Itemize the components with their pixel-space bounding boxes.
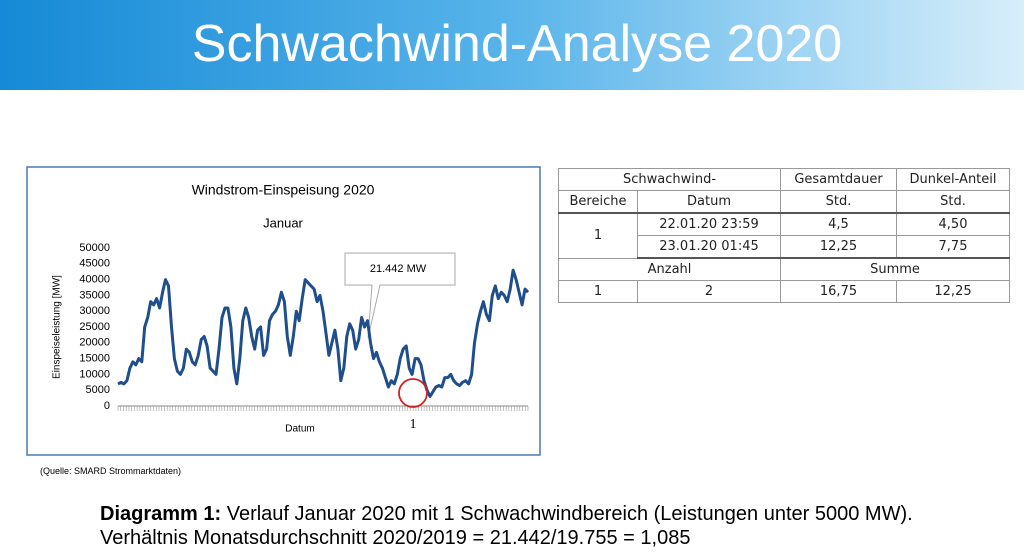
line-series [117, 268, 530, 398]
cell: 1 [558, 212, 638, 259]
cell: Schwachwind- [558, 168, 781, 191]
y-tick-label: 40000 [79, 274, 110, 286]
y-tick-label: 0 [104, 400, 110, 412]
y-tick-label: 5000 [86, 384, 110, 396]
cell: Anzahl [558, 257, 781, 281]
cell: 7,75 [896, 235, 1010, 259]
callout-text: 21.442 MW [370, 263, 427, 275]
cell: 12,25 [896, 280, 1010, 303]
cell: Gesamtdauer [780, 168, 897, 191]
cell: Std. [896, 190, 1010, 214]
cell: 23.01.20 01:45 [637, 235, 781, 259]
slide-title: Schwachwind-Analyse 2020 [191, 15, 843, 73]
callout [344, 252, 456, 339]
cell: 12,25 [780, 235, 897, 259]
y-tick-label: 10000 [79, 368, 110, 380]
cell: 16,75 [780, 280, 897, 303]
x-axis-label: Datum [285, 424, 314, 435]
cell: 22.01.20 23:59 [637, 212, 781, 236]
source: (Quelle: SMARD Strommarktdaten) [40, 466, 182, 476]
y-tick-label: 25000 [79, 321, 110, 333]
y-tick-label: 15000 [79, 353, 110, 365]
chart-subtitle: Januar [263, 215, 303, 230]
y-tick-label: 20000 [79, 337, 110, 349]
cell: 4,5 [780, 212, 897, 236]
cell: Datum [637, 190, 781, 214]
y-axis-label: Einspeiseleistung [MW] [52, 275, 63, 379]
cell: 2 [637, 280, 781, 303]
cell: Summe [780, 257, 1010, 281]
highlight-circle [398, 378, 428, 408]
chart-title: Windstrom-Einspeisung 2020 [192, 182, 375, 198]
y-tick-label: 50000 [79, 242, 110, 254]
y-tick-label: 45000 [79, 258, 110, 270]
cell: 1 [558, 280, 638, 303]
cell: Dunkel-Anteil [896, 168, 1010, 191]
marker-label: 1 [410, 417, 417, 432]
caption-label: Diagramm 1: [100, 503, 222, 525]
caption: Diagramm 1: Verlauf Januar 2020 mit 1 Sc… [100, 502, 960, 550]
caption-text: Verlauf Januar 2020 mit 1 Schwachwindber… [100, 503, 913, 549]
header: Schwachwind-Analyse 2020 [0, 0, 1024, 90]
cell: 4,50 [896, 212, 1010, 236]
cell: Std. [780, 190, 897, 214]
y-tick-label: 35000 [79, 289, 110, 301]
table: Schwachwind- Gesamtdauer Dunkel-Anteil Ber… [558, 168, 1010, 303]
y-tick-label: 30000 [79, 305, 110, 317]
cell: Bereiche [558, 190, 638, 214]
